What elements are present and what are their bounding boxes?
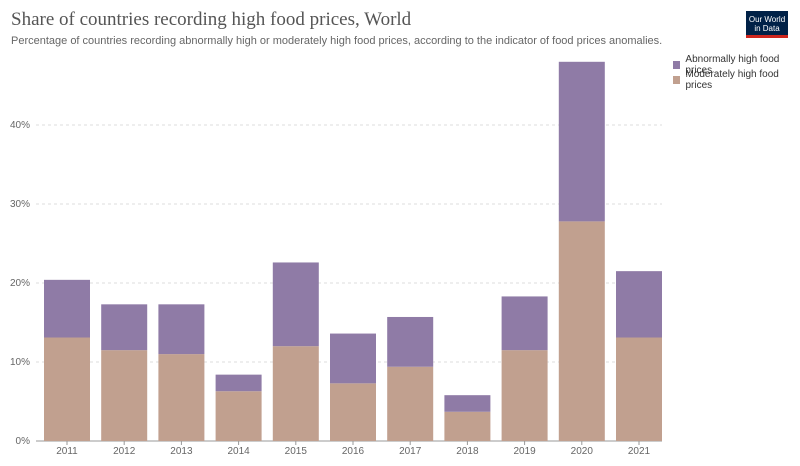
legend-swatch-moderately-high xyxy=(673,75,681,84)
logo-line-1: Our World xyxy=(748,15,786,24)
y-tick-label: 30% xyxy=(10,199,30,210)
bar-abnormally-high-food-prices-2020[interactable] xyxy=(558,61,605,222)
bar-abnormally-high-food-prices-2012[interactable] xyxy=(101,304,148,351)
x-tick-label: 2016 xyxy=(342,446,365,457)
y-tick-label: 40% xyxy=(10,120,30,131)
x-tick-label: 2019 xyxy=(513,446,536,457)
legend-label-abnormally-high: Abnormally high food prices xyxy=(685,53,780,76)
bar-moderately-high-food-prices-2021[interactable] xyxy=(616,337,662,441)
chart-legend: Abnormally high food prices Moderately h… xyxy=(673,54,800,91)
bar-moderately-high-food-prices-2016[interactable] xyxy=(330,383,376,441)
bar-moderately-high-food-prices-2012[interactable] xyxy=(101,350,148,441)
x-tick-label: 2015 xyxy=(285,446,308,457)
logo-line-2: in Data xyxy=(754,24,780,33)
legend-swatch-abnormally-high xyxy=(673,60,681,69)
y-tick-label: 10% xyxy=(10,357,30,368)
chart-title: Share of countries recording high food p… xyxy=(11,9,412,30)
x-axis: 2011 2012 2013 2014 2015 2016 2017 2018 2019 2020… xyxy=(56,441,651,457)
x-tick-label: 2020 xyxy=(571,446,594,457)
bar-moderately-high-food-prices-2019[interactable] xyxy=(501,350,548,441)
bar-abnormally-high-food-prices-2015[interactable] xyxy=(272,262,319,347)
x-tick-label: 2014 xyxy=(227,446,250,457)
bar-moderately-high-food-prices-2013[interactable] xyxy=(158,354,205,441)
bar-abnormally-high-food-prices-2018[interactable] xyxy=(444,395,491,412)
bar-abnormally-high-food-prices-2016[interactable] xyxy=(330,333,376,384)
legend-item-moderately-high[interactable]: Moderately high food prices xyxy=(673,69,800,91)
bar-moderately-high-food-prices-2017[interactable] xyxy=(387,366,434,441)
owid-logo[interactable]: Our World in Data xyxy=(746,11,788,38)
bar-moderately-high-food-prices-2018[interactable] xyxy=(444,411,491,441)
bar-abnormally-high-food-prices-2011[interactable] xyxy=(44,279,90,338)
x-tick-label: 2021 xyxy=(628,446,651,457)
bar-moderately-high-food-prices-2011[interactable] xyxy=(44,337,90,441)
bar-abnormally-high-food-prices-2014[interactable] xyxy=(215,374,262,392)
bar-abnormally-high-food-prices-2019[interactable] xyxy=(501,296,548,351)
bar-moderately-high-food-prices-2015[interactable] xyxy=(272,346,319,441)
legend-item-abnormally-high[interactable]: Abnormally high food prices xyxy=(673,54,800,76)
y-tick-label: 20% xyxy=(10,278,30,289)
x-tick-label: 2012 xyxy=(113,446,136,457)
bar-abnormally-high-food-prices-2021[interactable] xyxy=(616,271,662,338)
bar-abnormally-high-food-prices-2013[interactable] xyxy=(158,304,205,355)
y-tick-label: 0% xyxy=(16,436,31,447)
chart-subtitle: Percentage of countries recording abnorm… xyxy=(11,35,663,47)
bars xyxy=(44,61,662,441)
x-tick-label: 2018 xyxy=(456,446,479,457)
x-tick-label: 2011 xyxy=(56,446,78,457)
bar-moderately-high-food-prices-2014[interactable] xyxy=(215,391,262,441)
bar-abnormally-high-food-prices-2017[interactable] xyxy=(387,316,434,367)
x-tick-label: 2017 xyxy=(399,446,422,457)
bar-moderately-high-food-prices-2020[interactable] xyxy=(558,221,605,441)
x-tick-label: 2013 xyxy=(170,446,193,457)
legend-label-moderately-high: Moderately high food prices xyxy=(685,68,779,91)
